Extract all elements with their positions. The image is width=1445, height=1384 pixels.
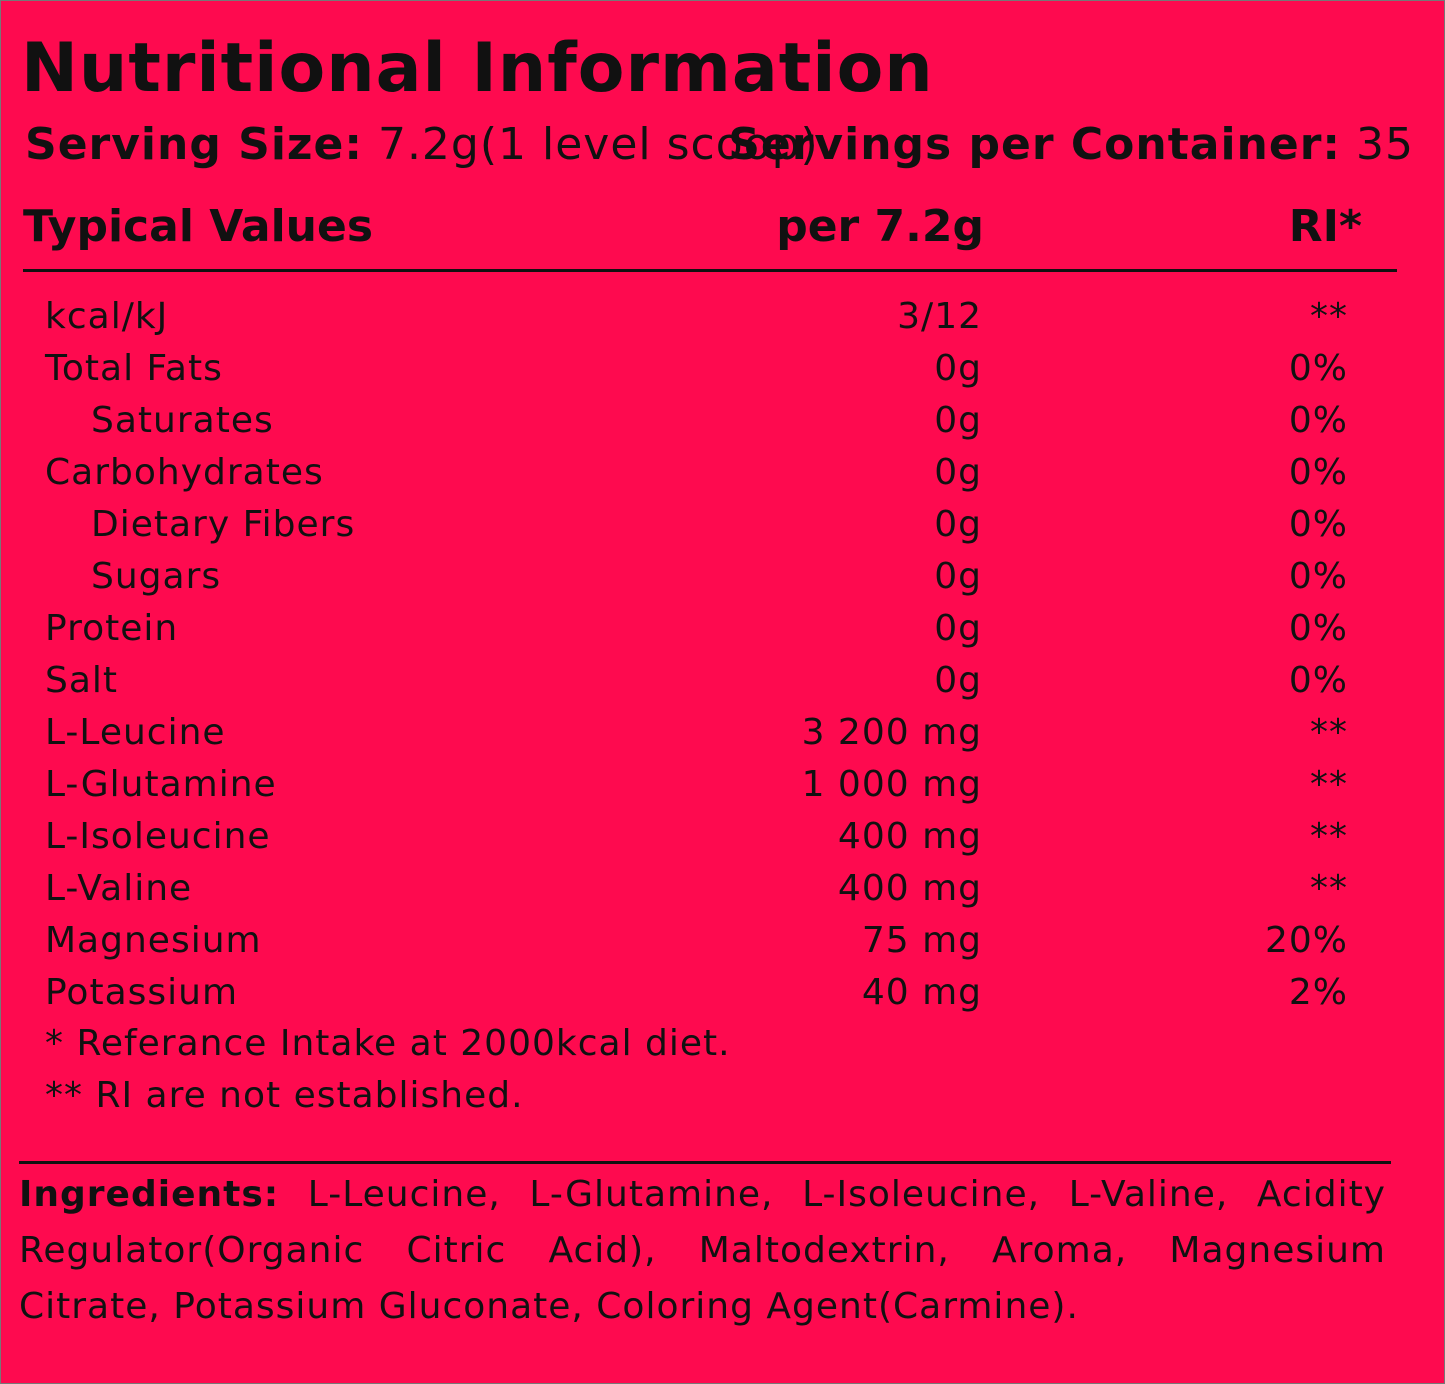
title: Nutritional Information: [21, 29, 934, 108]
row-ri: **: [1310, 764, 1348, 805]
row-name: L-Isoleucine: [45, 816, 271, 857]
row-amount: 0g: [934, 452, 982, 493]
row-name: L-Leucine: [45, 712, 226, 753]
row-name: Protein: [45, 608, 179, 649]
header-name: Typical Values: [23, 201, 374, 252]
serving-size-value: 7.2g(1 level scoop): [377, 119, 819, 170]
row-amount: 0g: [934, 348, 982, 389]
serving-size: Serving Size: 7.2g(1 level scoop): [25, 119, 819, 170]
row-amount: 0g: [934, 556, 982, 597]
row-ri: 0%: [1288, 348, 1348, 389]
row-name: Total Fats: [45, 348, 223, 389]
row-ri: 0%: [1288, 556, 1348, 597]
row-name: L-Glutamine: [45, 764, 277, 805]
row-ri: **: [1310, 712, 1348, 753]
row-ri: 20%: [1264, 920, 1348, 961]
ingredients-text: L-Leucine, L-Glutamine, L-Isoleucine, L-…: [19, 1174, 1386, 1327]
row-ri: 0%: [1288, 452, 1348, 493]
row-name: Saturates: [91, 400, 274, 441]
row-ri: 2%: [1288, 972, 1348, 1013]
row-name: Salt: [45, 660, 119, 701]
ingredients-label: Ingredients:: [19, 1174, 280, 1215]
row-amount: 3/12: [897, 296, 982, 337]
servings-per-container: Servings per Container: 35: [728, 119, 1414, 170]
row-amount: 400 mg: [837, 868, 982, 909]
row-amount: 75 mg: [861, 920, 982, 961]
row-name: Dietary Fibers: [91, 504, 356, 545]
row-amount: 0g: [934, 504, 982, 545]
row-ri: **: [1310, 296, 1348, 337]
row-name: kcal/kJ: [45, 296, 169, 337]
row-ri: 0%: [1288, 400, 1348, 441]
row-name: Magnesium: [45, 920, 262, 961]
row-name: Carbohydrates: [45, 452, 324, 493]
row-ri: 0%: [1288, 608, 1348, 649]
row-amount: 400 mg: [837, 816, 982, 857]
row-amount: 0g: [934, 400, 982, 441]
row-ri: 0%: [1288, 504, 1348, 545]
servings-value: 35: [1356, 119, 1414, 170]
header-ri: RI*: [1288, 201, 1362, 252]
row-amount: 1 000 mg: [801, 764, 982, 805]
row-amount: 40 mg: [861, 972, 982, 1013]
row-amount: 0g: [934, 660, 982, 701]
row-amount: 3 200 mg: [801, 712, 982, 753]
row-name: Sugars: [91, 556, 222, 597]
row-amount: 0g: [934, 608, 982, 649]
row-ri: 0%: [1288, 660, 1348, 701]
row-name: Potassium: [45, 972, 239, 1013]
header-rule: [23, 269, 1397, 272]
ingredients: Ingredients: L-Leucine, L-Glutamine, L-I…: [19, 1167, 1386, 1335]
footnote: ** RI are not established.: [45, 1075, 524, 1116]
servings-label: Servings per Container:: [728, 119, 1341, 170]
header-amount: per 7.2g: [776, 201, 984, 252]
row-ri: **: [1310, 868, 1348, 909]
row-name: L-Valine: [45, 868, 193, 909]
serving-size-label: Serving Size:: [25, 119, 363, 170]
footnote: * Referance Intake at 2000kcal diet.: [45, 1023, 731, 1064]
ingredients-rule: [19, 1161, 1391, 1164]
row-ri: **: [1310, 816, 1348, 857]
